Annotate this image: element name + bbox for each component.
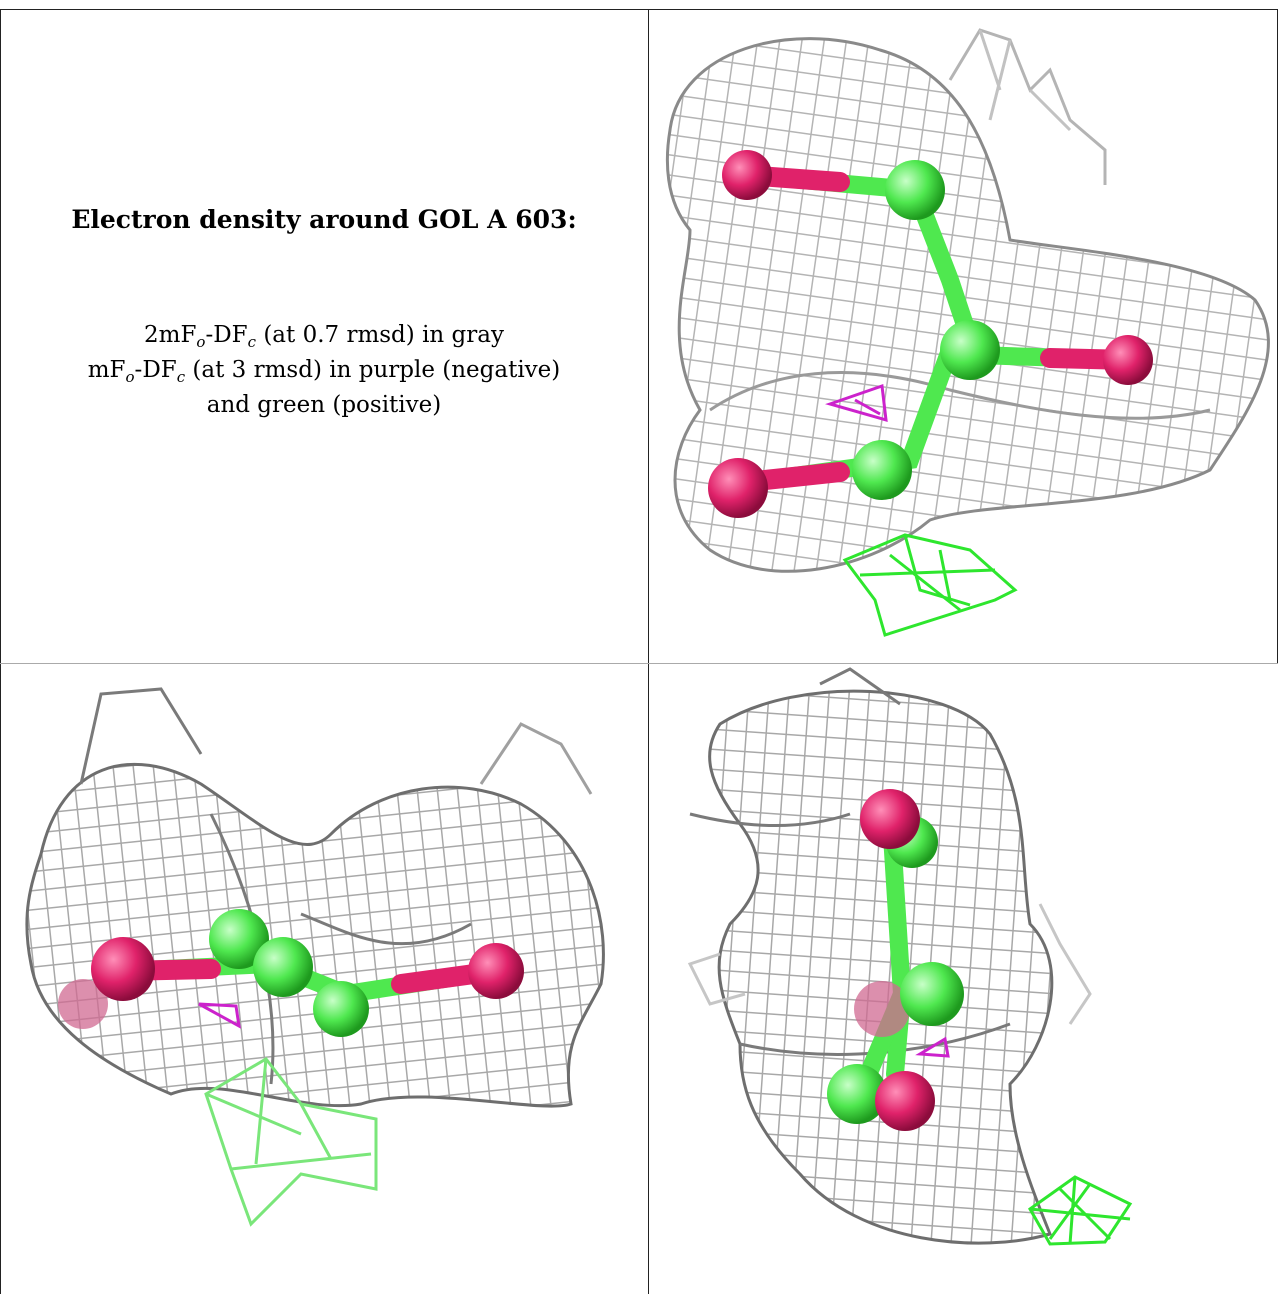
negative-mesh-bottom-left <box>198 1002 241 1029</box>
positive-mesh-top-right <box>842 533 1018 637</box>
density-render-bottom-right <box>687 667 1133 1246</box>
view-bottom-right <box>650 664 1277 1294</box>
caption-line-green: and green (positive) <box>206 392 442 418</box>
positive-mesh-bottom-left <box>204 1057 378 1227</box>
density-render-bottom-left <box>25 687 605 1227</box>
border-left <box>0 9 1 1294</box>
divider-vertical <box>648 9 649 1294</box>
gray-mesh-bottom-right <box>687 667 1092 1245</box>
view-top-right <box>650 10 1277 663</box>
caption-line-gray: 2mFo-DFc (at 0.7 rmsd) in gray <box>144 322 504 351</box>
negative-mesh-top-right <box>825 383 888 423</box>
caption-line-purple: mFo-DFc (at 3 rmsd) in purple (negative) <box>87 357 561 386</box>
glycerol-model-bottom-left <box>58 909 524 1037</box>
caption-panel: Electron density around GOL A 603: 2mFo-… <box>0 0 648 663</box>
border-top <box>0 9 1278 10</box>
glycerol-model-bottom-right <box>827 789 964 1131</box>
density-render-top-right <box>665 28 1270 637</box>
glycerol-model-top-right <box>708 150 1153 518</box>
negative-mesh-bottom-right <box>915 1036 950 1058</box>
divider-horizontal <box>0 663 1278 664</box>
view-bottom-left <box>1 664 648 1294</box>
caption-title: Electron density around GOL A 603: <box>71 205 577 234</box>
positive-mesh-bottom-right <box>1028 1175 1133 1246</box>
